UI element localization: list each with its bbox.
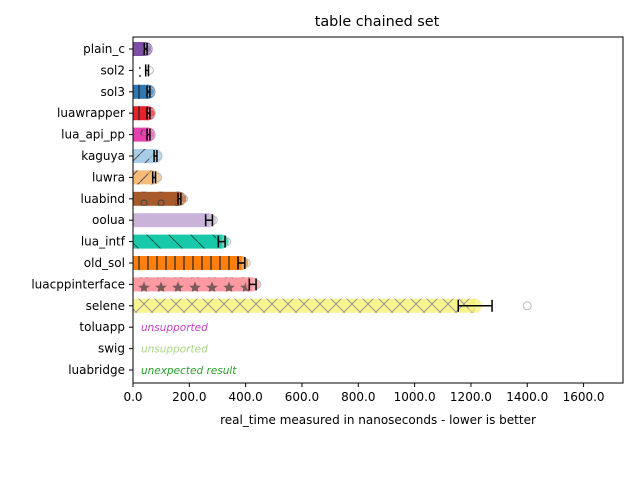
x-tick-label: 1200.0 [450,390,492,404]
y-tick-label: luacppinterface [31,277,125,291]
y-tick-label: luwra [92,170,125,184]
bar-hatch [133,298,476,313]
bar-hatch [133,277,253,292]
y-tick-label: lua_api_pp [61,128,125,142]
bar [133,213,210,228]
x-tick-label: 1400.0 [506,390,548,404]
y-tick-label: old_sol [84,256,125,270]
x-tick-label: 1000.0 [394,390,436,404]
y-tick-label: sol2 [100,63,125,77]
x-tick-label: 800.0 [341,390,375,404]
x-axis-label: real_time measured in nanoseconds - lowe… [220,413,536,427]
y-tick-label: swig [98,342,125,356]
unsupported-note: unsupported [141,322,208,334]
y-tick-label: selene [86,299,125,313]
y-tick-label: oolua [92,213,125,227]
y-tick-label: lua_intf [81,235,126,249]
plot-area: plain_c sol2 sol3 luawrapper lua_api_ppkaguy… [31,42,605,404]
x-tick-label: 1600.0 [563,390,605,404]
y-tick-label: luawrapper [57,106,125,120]
x-tick-label: 200.0 [172,390,206,404]
x-tick-label: 0.0 [123,390,142,404]
x-tick-label: 600.0 [285,390,319,404]
bar-hatch [133,234,222,249]
bar-hatch [133,191,180,206]
y-tick-label: sol3 [100,85,125,99]
unsupported-note: unexpected result [141,365,237,377]
bar-hatch [133,256,242,270]
y-tick-label: plain_c [83,42,125,56]
y-tick-label: toluapp [79,320,125,334]
chart-title: table chained set [315,14,440,30]
x-tick-label: 400.0 [228,390,262,404]
outlier-point [522,301,532,311]
unsupported-note: unsupported [141,344,208,356]
y-tick-label: luabind [81,192,125,206]
y-tick-label: kaguya [81,149,125,163]
y-tick-label: luabridge [68,363,125,377]
plot-frame [132,36,624,384]
